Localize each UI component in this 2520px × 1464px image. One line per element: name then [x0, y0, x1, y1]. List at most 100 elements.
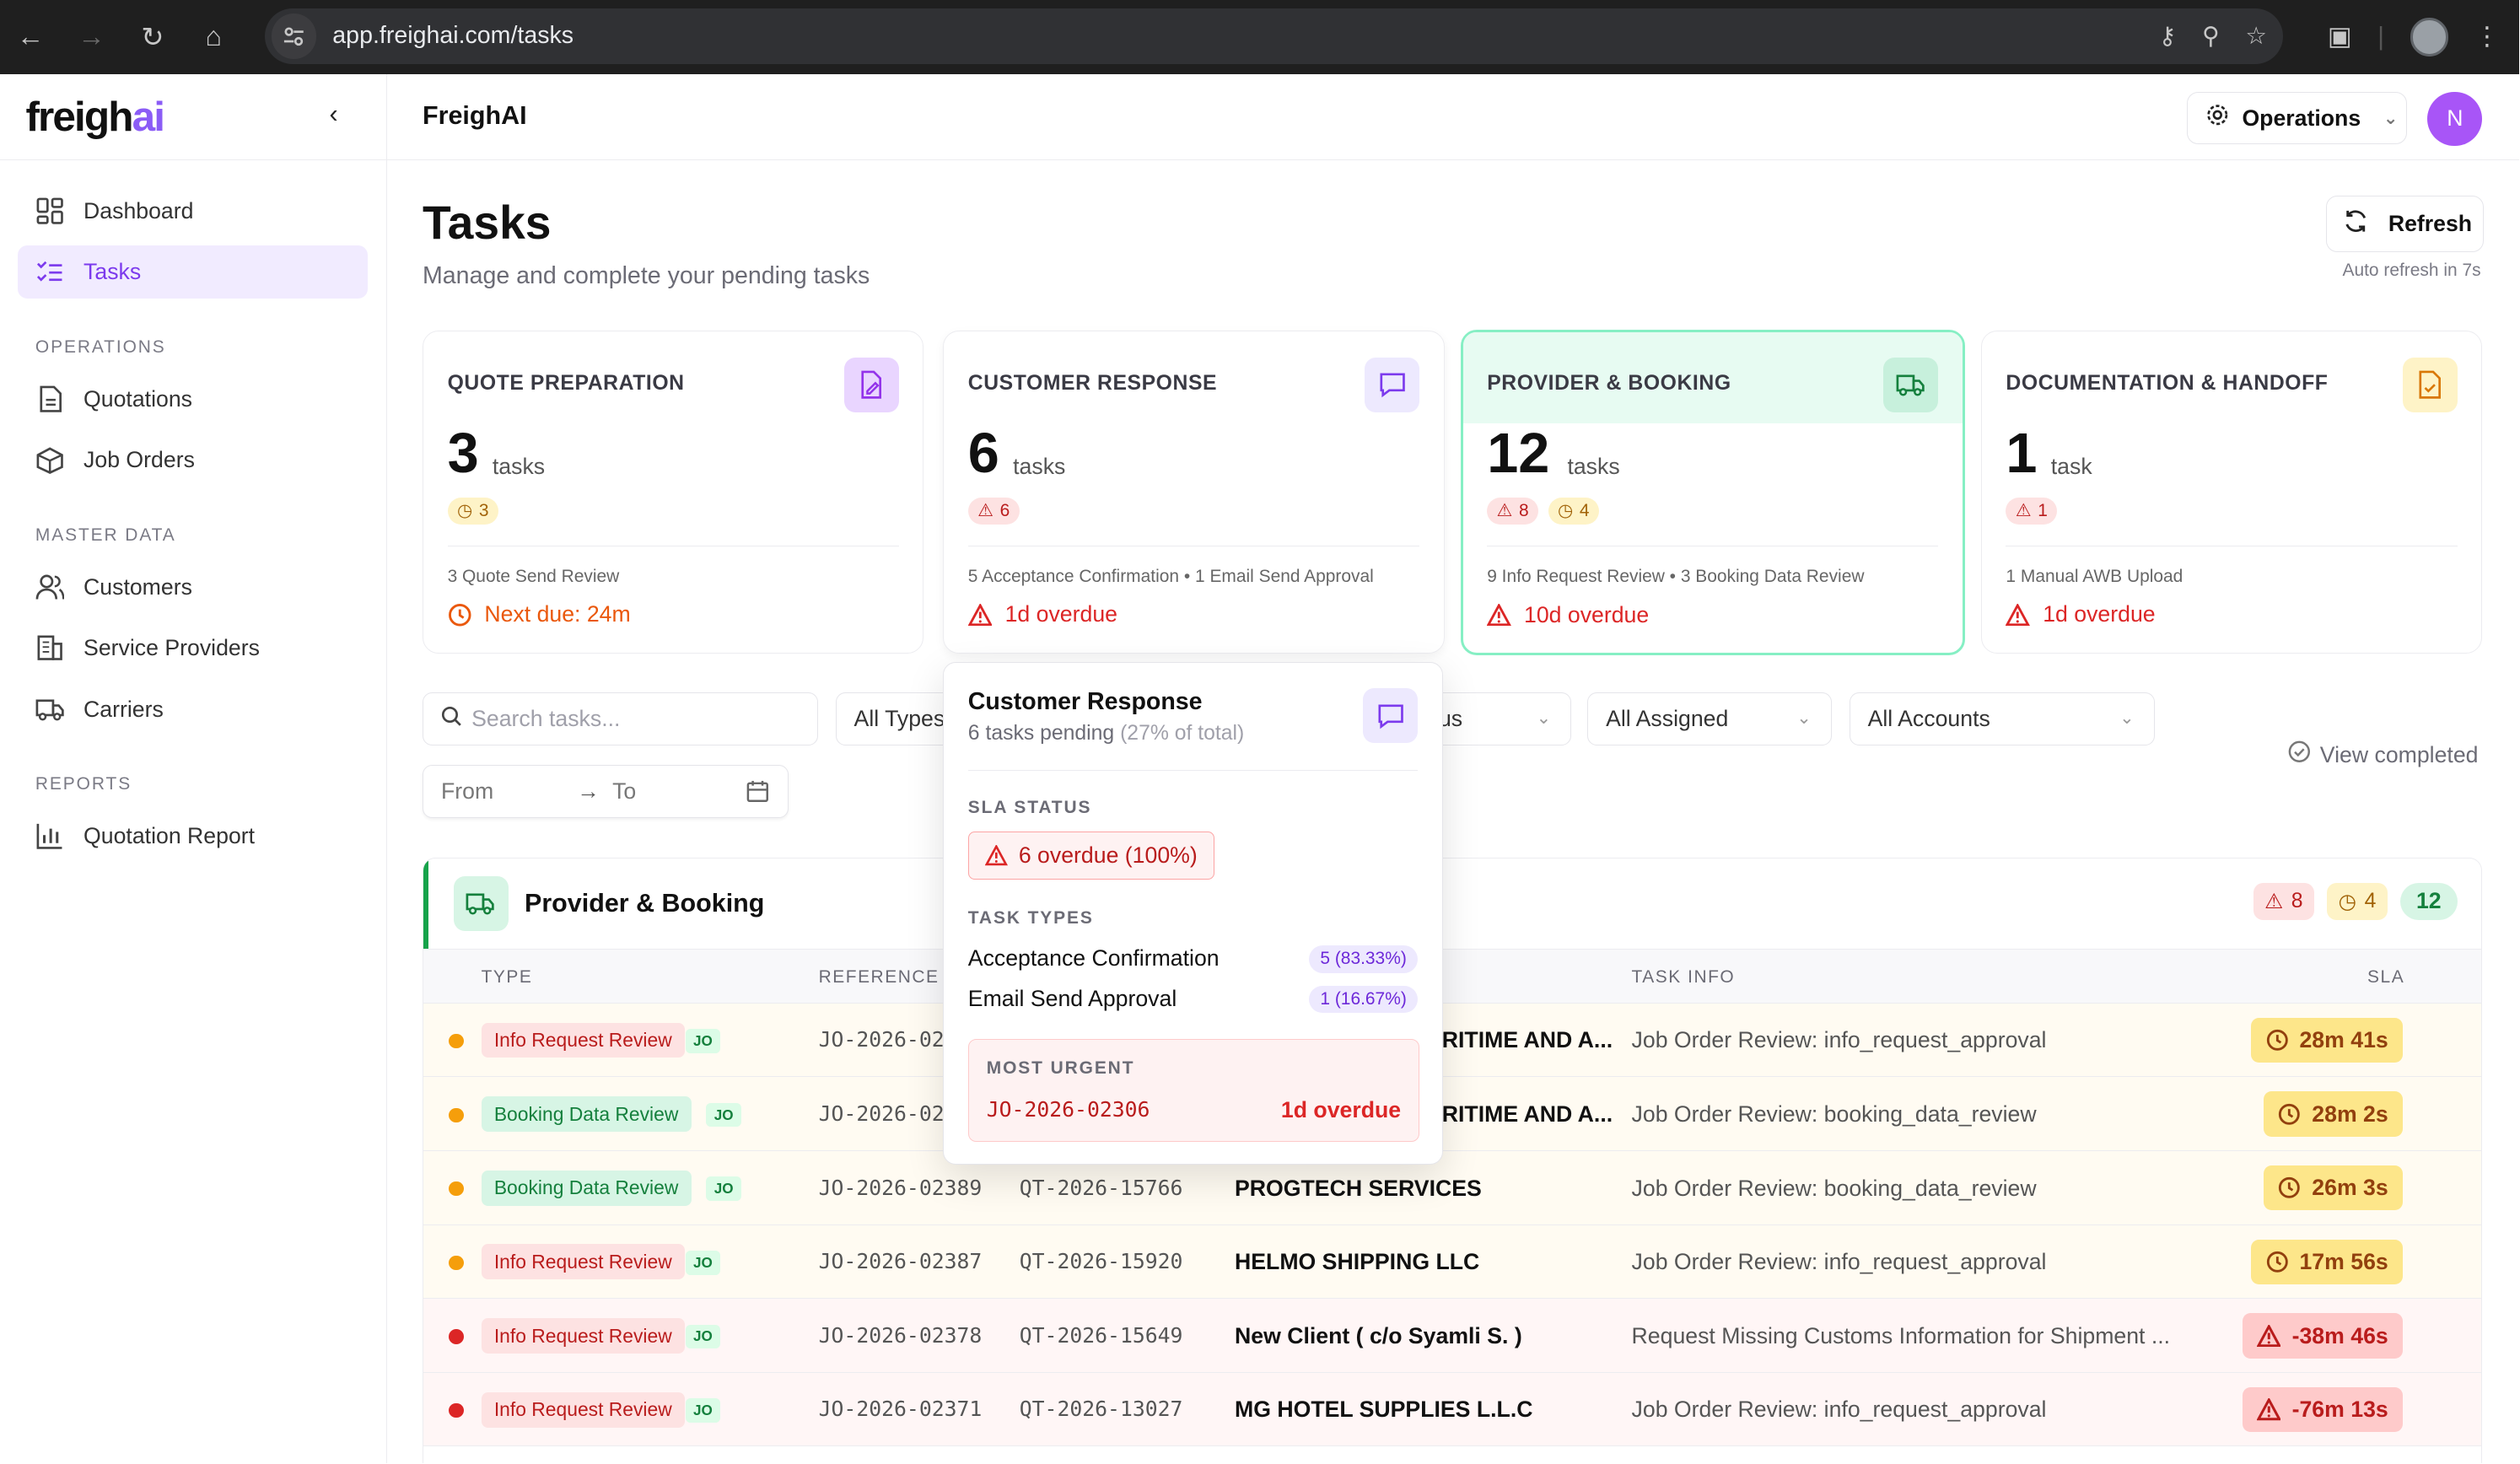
sidebar-item-quotations[interactable]: Quotations: [18, 373, 368, 426]
card-quote-preparation[interactable]: QUOTE PREPARATION 3 tasks ◷ 3 3 Quote Sen…: [423, 331, 924, 654]
sla-timer: 17m 56s: [2251, 1239, 2403, 1285]
document-edit-icon: [844, 357, 899, 412]
assigned-filter-select[interactable]: All Assigned ⌄: [1587, 692, 1832, 745]
task-info: Job Order Review: info_request_approval: [1631, 1397, 2047, 1423]
job-reference[interactable]: JO-2026-02378: [818, 1322, 983, 1348]
calendar-icon: [746, 780, 769, 809]
search-input[interactable]: Search tasks...: [423, 692, 818, 745]
popover-title: Customer Response: [967, 688, 1203, 716]
profile-avatar-icon[interactable]: [2410, 17, 2449, 57]
quote-reference[interactable]: QT-2026-13027: [1019, 1397, 1183, 1422]
refresh-button[interactable]: Refresh: [2326, 196, 2485, 253]
next-due: Next due: 24m: [448, 601, 631, 627]
sidebar: freighai ‹ Dashboard Tasks OPERATIONS Qu…: [0, 73, 388, 1464]
job-order-tag: JO: [685, 1324, 721, 1349]
warning-icon: ⚠: [1496, 501, 1513, 521]
task-type-badge: Booking Data Review: [481, 1096, 692, 1133]
password-key-icon[interactable]: ⚷: [2158, 23, 2177, 51]
card-provider-booking[interactable]: PROVIDER & BOOKING 12 tasks ⚠ 8 ◷ 4 9 Info…: [1460, 329, 1965, 656]
view-completed-link[interactable]: View completed: [2288, 740, 2478, 769]
status-dot: [449, 1255, 464, 1270]
due-soon-count-badge: ◷ 4: [2327, 882, 2388, 920]
warning-icon: ⚠: [2264, 890, 2284, 913]
job-reference[interactable]: JO-2026-02: [818, 1027, 945, 1052]
table-row[interactable]: Info Request Review JO JO-2026-02378 QT-202…: [423, 1299, 2482, 1373]
sidebar-item-quotation-report[interactable]: Quotation Report: [18, 810, 368, 863]
section-heading-master-data: MASTER DATA: [35, 525, 176, 545]
chevron-down-icon: ⌄: [2119, 708, 2135, 729]
date-range-picker[interactable]: From → To: [423, 764, 789, 818]
tab-search-icon[interactable]: ▣: [2327, 22, 2352, 51]
url-text: app.freighai.com/tasks: [332, 22, 574, 50]
customer-name: MG HOTEL SUPPLIES L.L.C: [1235, 1397, 1533, 1423]
job-reference[interactable]: JO-2026-02387: [818, 1249, 983, 1274]
bookmark-star-icon[interactable]: ☆: [2245, 23, 2267, 51]
clock-icon: [2279, 1103, 2301, 1125]
quote-reference[interactable]: QT-2026-15920: [1019, 1249, 1183, 1274]
urgent-overdue: 1d overdue: [1280, 1097, 1402, 1123]
table-row[interactable]: Info Request Review JO JO-2026-02371 QT-202…: [423, 1372, 2482, 1447]
job-reference[interactable]: JO-2026-02371: [818, 1397, 983, 1422]
job-reference[interactable]: JO-2026-02389: [818, 1175, 983, 1200]
workspace-selector[interactable]: Operations ⌄: [2186, 91, 2407, 145]
customer-name: HELMO SHIPPING LLC: [1235, 1249, 1480, 1275]
sla-timer: 28m 41s: [2251, 1017, 2403, 1063]
home-icon[interactable]: ⌂: [205, 21, 223, 52]
customer-name: RITIME AND A...: [1441, 1027, 1613, 1053]
chevron-down-icon: ⌄: [1536, 708, 1552, 729]
job-reference[interactable]: JO-2026-02: [818, 1101, 945, 1126]
search-icon: [441, 706, 462, 733]
tasks-icon: [35, 258, 64, 287]
card-customer-response[interactable]: CUSTOMER RESPONSE 6 tasks ⚠ 6 5 Acceptanc…: [943, 331, 1445, 654]
quote-reference[interactable]: QT-2026-15649: [1019, 1322, 1183, 1348]
accounts-filter-select[interactable]: All Accounts ⌄: [1849, 692, 2155, 745]
forward-icon[interactable]: →: [78, 21, 105, 52]
most-urgent-box[interactable]: MOST URGENT JO-2026-02306 1d overdue: [967, 1038, 1420, 1142]
task-info: Request Missing Customs Information for …: [1631, 1322, 2171, 1348]
table-row[interactable]: Booking Data Review JO JO-2026-02389 QT-202…: [423, 1150, 2482, 1225]
overdue-status: 1d overdue: [967, 601, 1117, 627]
customer-name: New Client ( c/o Syamli S. ): [1235, 1322, 1522, 1348]
sidebar-item-customers[interactable]: Customers: [18, 561, 368, 614]
site-info-icon[interactable]: [271, 13, 317, 59]
sidebar-item-job-orders[interactable]: Job Orders: [18, 433, 368, 487]
clock-icon: ◷: [1557, 501, 1574, 521]
auto-refresh-text: Auto refresh in 7s: [2342, 260, 2481, 280]
sidebar-item-tasks[interactable]: Tasks: [17, 245, 369, 299]
task-type-badge: Info Request Review: [481, 1022, 685, 1058]
truck-icon: [454, 876, 509, 931]
overdue-status: 10d overdue: [1487, 602, 1649, 628]
file-check-icon: [2402, 357, 2458, 412]
collapse-sidebar-icon[interactable]: ‹: [329, 100, 338, 129]
arrow-right-icon: →: [577, 778, 600, 804]
quote-reference[interactable]: QT-2026-15766: [1019, 1175, 1183, 1200]
sidebar-item-carriers[interactable]: Carriers: [18, 683, 368, 736]
card-documentation-handoff[interactable]: DOCUMENTATION & HANDOFF 1 task ⚠ 1 1 Manu…: [1980, 331, 2483, 654]
truck-icon: [1883, 357, 1939, 412]
dashboard-icon: [35, 196, 64, 225]
clock-icon: [2266, 1251, 2288, 1273]
table-row[interactable]: Booking Data Review JO JO-2026-02 RITIME AN…: [423, 1077, 2482, 1151]
bar-chart-icon: [35, 821, 64, 850]
sidebar-item-dashboard[interactable]: Dashboard: [18, 185, 368, 238]
address-bar[interactable]: app.freighai.com/tasks ⚷ ⚲ ☆: [265, 8, 2283, 65]
reload-icon[interactable]: ↻: [141, 21, 164, 52]
zoom-icon[interactable]: ⚲: [2201, 23, 2220, 51]
warning-icon: ⚠: [977, 501, 993, 521]
table-row[interactable]: Info Request Review JO JO-2026-02 RITIME AN…: [423, 1003, 2482, 1078]
total-count-badge: 12: [2399, 882, 2458, 920]
back-icon[interactable]: ←: [17, 21, 45, 52]
table-row[interactable]: Info Request Review JO JO-2026-02387 QT-202…: [423, 1224, 2482, 1300]
message-icon: [1363, 688, 1419, 744]
sidebar-item-service-providers[interactable]: Service Providers: [18, 622, 368, 675]
users-icon: [35, 573, 65, 601]
provider-booking-section: Provider & Booking ⚠ 8 ◷ 4 12 TYPE REFEREN…: [423, 858, 2483, 1464]
freighai-logo[interactable]: freighai: [25, 94, 165, 141]
clock-icon: ◷: [456, 501, 473, 521]
status-dot: [449, 1403, 464, 1418]
chevron-down-icon: ⌄: [1796, 708, 1812, 729]
menu-kebab-icon[interactable]: ⋮: [2474, 22, 2501, 51]
job-order-tag: JO: [706, 1102, 742, 1128]
task-type-badge: Info Request Review: [481, 1318, 685, 1354]
user-avatar[interactable]: N: [2427, 91, 2483, 147]
